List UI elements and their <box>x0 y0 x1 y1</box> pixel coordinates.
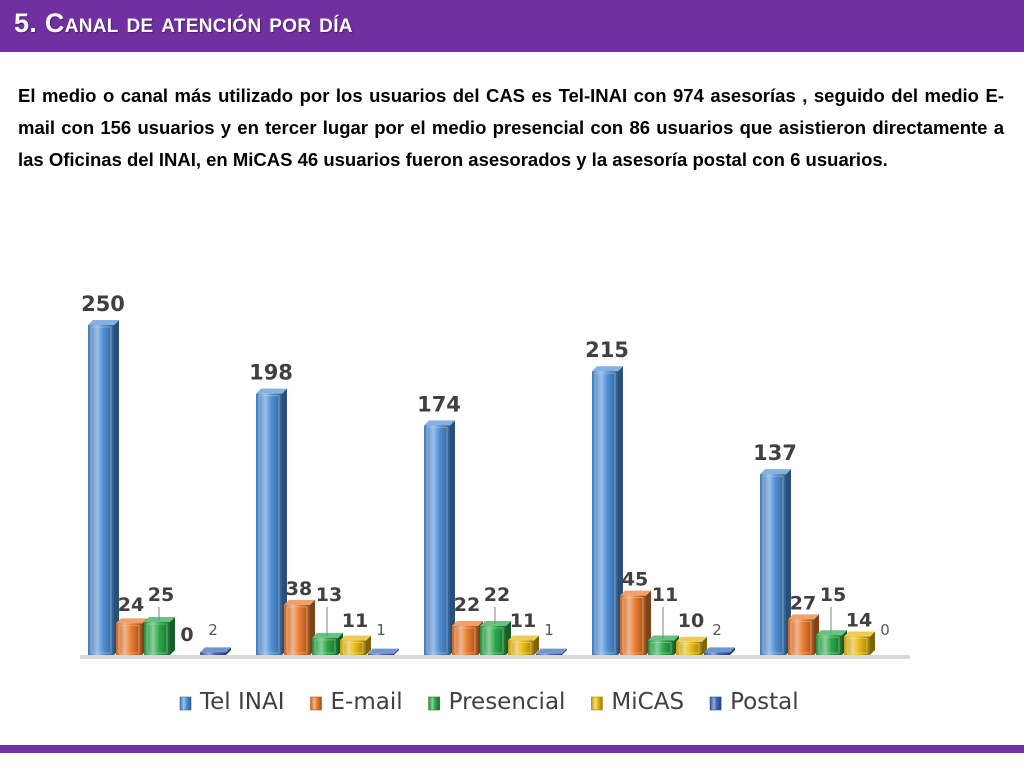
bar-email-1 <box>116 618 147 655</box>
data-label: 25 <box>148 584 174 606</box>
legend-item-postal: Postal <box>709 689 799 715</box>
legend-label: Presencial <box>449 689 566 715</box>
bar-postal-2 <box>368 648 399 655</box>
legend-item-tel_inai: Tel INAI <box>179 689 285 715</box>
data-label: 250 <box>81 292 125 316</box>
bar-tel_inai-4 <box>592 366 623 655</box>
data-label: 15 <box>820 584 846 606</box>
bar-micas-4 <box>676 636 707 655</box>
data-label: 215 <box>585 338 629 362</box>
bar-micas-3 <box>508 635 539 655</box>
data-label: 198 <box>249 361 293 385</box>
bar-micas-2 <box>340 635 371 655</box>
legend-item-micas: MiCAS <box>591 689 684 715</box>
legend-swatch <box>310 696 322 711</box>
bar-tel_inai-5 <box>760 469 791 655</box>
legend-label: Tel INAI <box>199 689 285 715</box>
legend-item-email: E-mail <box>310 689 403 715</box>
bar-email-2 <box>284 599 315 655</box>
data-label: 27 <box>790 592 816 614</box>
legend-swatch <box>591 696 603 711</box>
bar-micas-5 <box>844 631 875 655</box>
slide-body-text: El medio o canal más utilizado por los u… <box>18 85 1004 170</box>
bar-email-5 <box>788 614 819 655</box>
legend-label: MiCAS <box>611 689 684 715</box>
footer-bar <box>0 745 1024 753</box>
title-bar: 5. Canal de atención por día <box>0 0 1024 52</box>
legend-swatch <box>179 696 192 711</box>
data-label: 38 <box>286 578 312 600</box>
legend-label: E-mail <box>331 689 403 715</box>
slide-title: 5. Canal de atención por día <box>14 8 353 38</box>
data-label: 0 <box>180 624 193 646</box>
data-label: 1 <box>376 621 386 639</box>
bar-postal-3 <box>536 648 567 655</box>
bar-postal-1 <box>200 647 231 655</box>
bar-tel_inai-3 <box>424 420 455 655</box>
data-label: 2 <box>208 621 218 639</box>
data-label: 11 <box>342 610 368 632</box>
data-label: 137 <box>753 441 797 465</box>
data-label: 2 <box>712 621 722 639</box>
chart-legend: Tel INAI E-mail Presencial MiCAS Postal <box>179 689 799 715</box>
bar-presencial-3 <box>480 620 511 655</box>
data-label: 11 <box>652 584 678 606</box>
data-label: 11 <box>510 610 536 632</box>
data-label: 24 <box>118 594 144 616</box>
bar-postal-4 <box>704 647 735 655</box>
data-label: 22 <box>454 594 480 616</box>
data-label: 1 <box>544 621 554 639</box>
bar-tel_inai-2 <box>256 388 287 655</box>
bar-tel_inai-1 <box>88 320 119 655</box>
data-label: 10 <box>678 610 704 632</box>
bar-presencial-2 <box>312 632 343 655</box>
data-label: 45 <box>622 569 648 591</box>
legend-swatch <box>709 696 722 711</box>
chart-floor <box>80 655 910 659</box>
bar-presencial-5 <box>816 630 847 655</box>
data-label: 174 <box>417 392 461 416</box>
bar-presencial-1 <box>144 617 175 655</box>
legend-label: Postal <box>730 689 799 715</box>
legend-swatch <box>428 696 440 711</box>
data-label: 0 <box>880 621 890 639</box>
legend-item-presencial: Presencial <box>428 689 566 715</box>
bar-email-4 <box>620 590 651 655</box>
data-label: 22 <box>484 584 510 606</box>
data-label: 13 <box>316 584 342 606</box>
bar-email-3 <box>452 620 483 655</box>
data-label: 14 <box>846 610 872 632</box>
